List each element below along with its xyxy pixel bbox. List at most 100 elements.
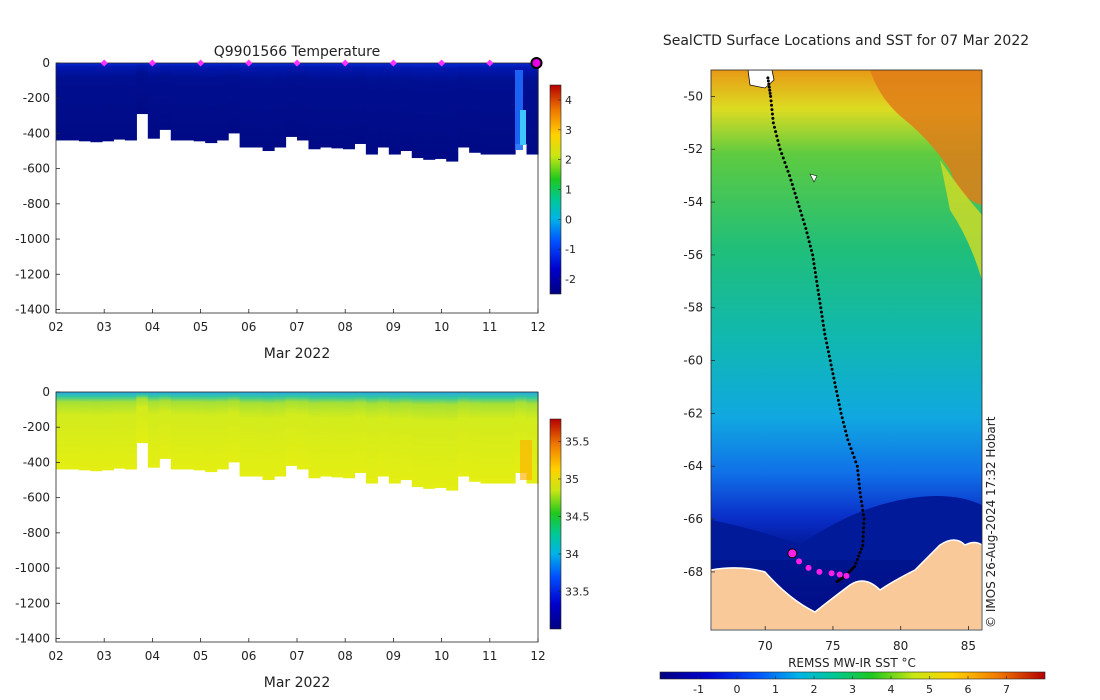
- temperature-y-tick-label: -1000: [15, 232, 50, 246]
- track-point: [818, 301, 822, 305]
- track-point: [769, 94, 773, 98]
- track-point: [841, 420, 845, 424]
- track-point: [792, 187, 796, 191]
- map-y-tick-label: -54: [683, 195, 703, 209]
- temperature-profile-column: [342, 63, 355, 150]
- temperature-profile-column: [285, 63, 298, 137]
- temperature-x-tick-label: 07: [289, 320, 304, 334]
- sst-warm-patch: [870, 70, 982, 205]
- track-point: [781, 156, 785, 160]
- track-point: [862, 526, 866, 530]
- track-point: [847, 442, 851, 446]
- track-point: [820, 315, 824, 319]
- track-point: [862, 517, 866, 521]
- temperature-colorbar-ticks: -2 -1 0 1 2 3 4: [558, 94, 576, 286]
- surface-location-markers: [100, 57, 543, 69]
- salinity-y-tick-label: -1000: [15, 561, 50, 575]
- track-point: [852, 455, 856, 459]
- temperature-profile-column: [228, 63, 241, 134]
- recent-surface-locations: [787, 548, 850, 579]
- track-point: [771, 121, 775, 125]
- salinity-y-tick-label: 0: [42, 385, 50, 399]
- track-point: [834, 385, 838, 389]
- track-point: [861, 513, 865, 517]
- track-point: [822, 328, 826, 332]
- temperature-profile-column: [90, 63, 103, 143]
- map-y-tick-label: -56: [683, 248, 703, 262]
- track-point: [832, 376, 836, 380]
- temperature-profile-column: [365, 63, 378, 155]
- salinity-colorbar-tick-label: 33.5: [565, 586, 590, 599]
- track-point: [774, 130, 778, 134]
- track-point: [767, 85, 771, 89]
- salinity-colorbar-tick-label: 35: [565, 473, 579, 486]
- surface-marker: [148, 59, 156, 67]
- track-point: [789, 178, 793, 182]
- track-point: [824, 337, 828, 341]
- salinity-section-plot: 02 03 04 05 06 07 08 09 10 11 12 0 -200 -400 -600 -800…: [15, 385, 589, 691]
- track-point: [861, 508, 865, 512]
- sst-map-plot: SealCTD Surface Locations and SST for 07…: [659, 33, 1046, 696]
- track-point: [811, 257, 815, 261]
- temperature-profile-column: [492, 63, 505, 155]
- map-y-tick-label: -58: [683, 301, 703, 315]
- map-title: SealCTD Surface Locations and SST for 07…: [663, 33, 1029, 49]
- temperature-x-tick-label: 05: [193, 320, 208, 334]
- track-point: [860, 504, 864, 508]
- track-point: [811, 253, 815, 257]
- temperature-profile-column: [423, 63, 436, 160]
- map-y-tick-label: -66: [683, 512, 703, 526]
- sst-colorbar-label: REMSS MW-IR SST °C: [788, 656, 916, 670]
- salinity-profile-column: [457, 392, 470, 477]
- temperature-profile-column: [331, 63, 344, 149]
- recent-surface-location: [836, 571, 843, 578]
- salinity-profile-column: [228, 392, 241, 463]
- salinity-profile-column: [492, 392, 505, 484]
- map-x-tick-label: 70: [758, 639, 773, 653]
- track-point: [846, 438, 850, 442]
- salinity-x-ticks: 02 03 04 05 06 07 08 09 10 11 12: [48, 638, 546, 663]
- track-point: [836, 398, 840, 402]
- temperature-profile-column: [480, 63, 493, 155]
- salinity-y-tick-label: -400: [23, 455, 50, 469]
- track-point: [815, 279, 819, 283]
- recent-surface-location: [843, 572, 850, 579]
- salinity-profile-column: [90, 392, 103, 472]
- track-point: [819, 310, 823, 314]
- temperature-profile-column: [78, 63, 92, 142]
- track-point: [808, 244, 812, 248]
- map-axes-box: [710, 69, 983, 631]
- salinity-profile-column: [159, 392, 172, 459]
- track-point: [780, 152, 784, 156]
- temperature-profile-column: [170, 63, 183, 141]
- sst-colorbar-tick-label: 0: [734, 683, 741, 696]
- sst-colorbar-tick-label: 3: [849, 683, 856, 696]
- temperature-profile-column: [56, 63, 69, 141]
- track-point: [796, 200, 800, 204]
- temperature-profile-column: [354, 63, 367, 144]
- salinity-profile-column: [136, 392, 149, 444]
- salinity-profile-column: [285, 392, 298, 466]
- track-point: [770, 108, 774, 112]
- imos-credit: © IMOS 26-Aug-2024 17:32 Hobart: [984, 416, 998, 628]
- antarctica-land: [711, 539, 982, 630]
- warm-anomaly-column: [515, 70, 523, 150]
- temperature-x-tick-label: 06: [241, 320, 256, 334]
- current-location-marker: [530, 57, 543, 69]
- track-point: [767, 82, 771, 86]
- track-point: [821, 319, 825, 323]
- salinity-profile-column: [56, 392, 69, 470]
- track-point: [819, 306, 823, 310]
- track-point: [855, 464, 859, 468]
- temperature-profile-column: [124, 63, 137, 141]
- track-point: [856, 473, 860, 477]
- salinity-profile-column: [193, 392, 206, 471]
- temperature-profile-column: [205, 63, 218, 144]
- track-point: [817, 293, 821, 297]
- sst-colorbar-tick-label: 2: [811, 683, 818, 696]
- temperature-profile-column: [193, 63, 206, 142]
- temperature-profile-column: [377, 63, 390, 148]
- salinity-profile-column: [147, 392, 160, 468]
- temperature-profile-column: [411, 63, 424, 159]
- track-point: [802, 222, 806, 226]
